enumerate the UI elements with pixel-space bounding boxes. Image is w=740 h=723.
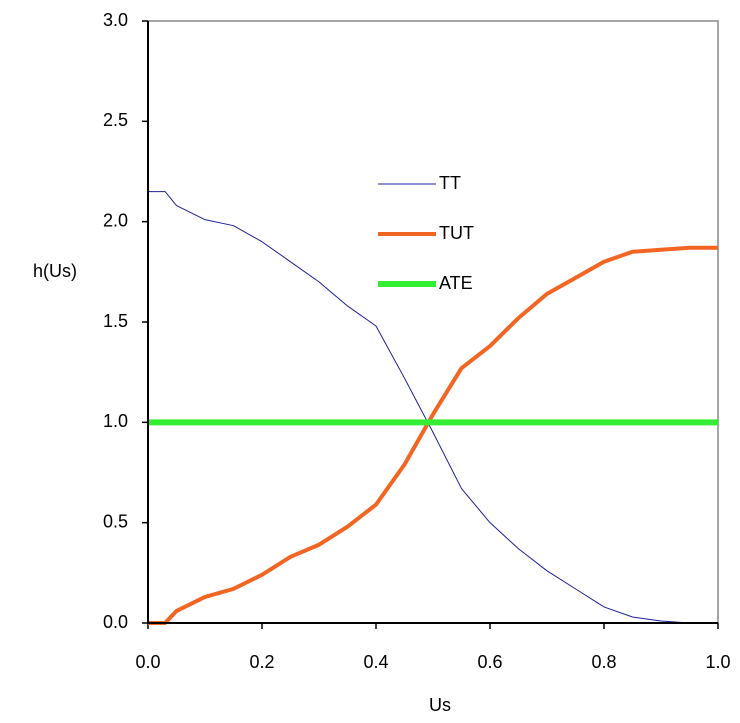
y-tick-label: 0.5 (103, 511, 128, 531)
y-tick-label: 2.0 (103, 210, 128, 230)
series-line (148, 191, 718, 624)
x-tick-label: 0.4 (363, 652, 388, 672)
x-tick-label: 0.6 (477, 652, 502, 672)
x-axis-label: Us (429, 695, 451, 715)
x-tick-label: 0.0 (135, 652, 160, 672)
y-axis-label: h(Us) (33, 261, 77, 281)
y-tick-label: 1.0 (103, 411, 128, 431)
legend-label: ATE (439, 273, 473, 293)
plot-frame (147, 20, 719, 624)
series-line (148, 245, 718, 625)
x-tick-label: 0.8 (591, 652, 616, 672)
y-tick-label: 1.5 (103, 311, 128, 331)
y-tick-label: 3.0 (103, 10, 128, 30)
x-tick-label: 0.2 (249, 652, 274, 672)
y-tick-label: 2.5 (103, 110, 128, 130)
legend-label: TT (439, 173, 461, 193)
x-tick-label: 1.0 (705, 652, 730, 672)
y-tick-label: 0.0 (103, 612, 128, 632)
legend-label: TUT (439, 223, 474, 243)
